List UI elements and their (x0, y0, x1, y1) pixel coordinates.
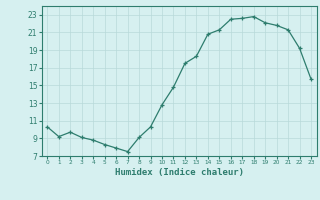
X-axis label: Humidex (Indice chaleur): Humidex (Indice chaleur) (115, 168, 244, 177)
